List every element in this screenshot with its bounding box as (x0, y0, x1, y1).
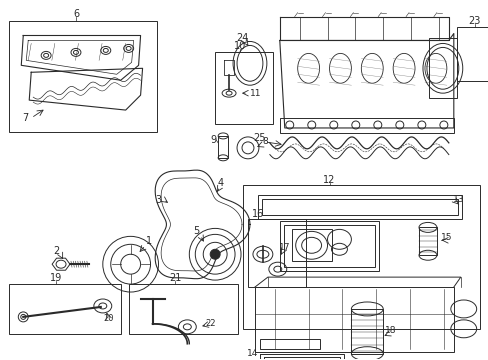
Text: 1: 1 (145, 236, 151, 246)
Text: 25: 25 (253, 133, 265, 143)
Bar (260, 339, 319, 349)
Text: 19: 19 (50, 273, 62, 283)
Bar (254, 287, 453, 352)
Text: 11: 11 (250, 89, 261, 98)
Bar (243, 185, 479, 329)
Text: 9: 9 (210, 135, 216, 145)
Text: 16: 16 (251, 210, 264, 220)
Bar (260, 354, 344, 360)
Bar (257, 195, 461, 220)
Bar (262, 199, 457, 216)
Text: 10: 10 (233, 41, 245, 51)
Bar (279, 118, 453, 133)
Bar (291, 229, 331, 261)
Bar (456, 27, 488, 81)
Text: 2: 2 (53, 246, 59, 256)
Ellipse shape (210, 249, 220, 259)
Bar (279, 221, 379, 271)
Text: 12: 12 (323, 175, 335, 185)
Text: 17: 17 (279, 243, 290, 252)
Bar (283, 225, 374, 267)
Text: 24: 24 (235, 33, 248, 44)
Text: 13: 13 (452, 195, 464, 204)
Text: 18: 18 (385, 326, 396, 335)
Bar (418, 228, 436, 255)
Text: 23: 23 (468, 15, 480, 26)
Text: 20: 20 (103, 314, 114, 323)
Text: 8: 8 (262, 138, 267, 147)
Text: 6: 6 (73, 9, 79, 19)
Bar (428, 39, 456, 98)
Text: 7: 7 (22, 113, 28, 123)
Text: 3: 3 (155, 194, 161, 204)
Bar (218, 136, 227, 158)
Text: 22: 22 (204, 319, 215, 328)
Bar (351, 309, 383, 354)
Bar (9, 284, 121, 334)
Bar (128, 284, 238, 334)
Text: 14: 14 (247, 349, 258, 358)
Bar (215, 53, 272, 124)
Text: 4: 4 (217, 177, 223, 188)
Text: 15: 15 (440, 233, 452, 242)
Bar (264, 357, 340, 360)
Bar (247, 220, 305, 287)
Text: 21: 21 (169, 273, 181, 283)
Bar (9, 21, 156, 132)
Text: 5: 5 (193, 226, 199, 237)
